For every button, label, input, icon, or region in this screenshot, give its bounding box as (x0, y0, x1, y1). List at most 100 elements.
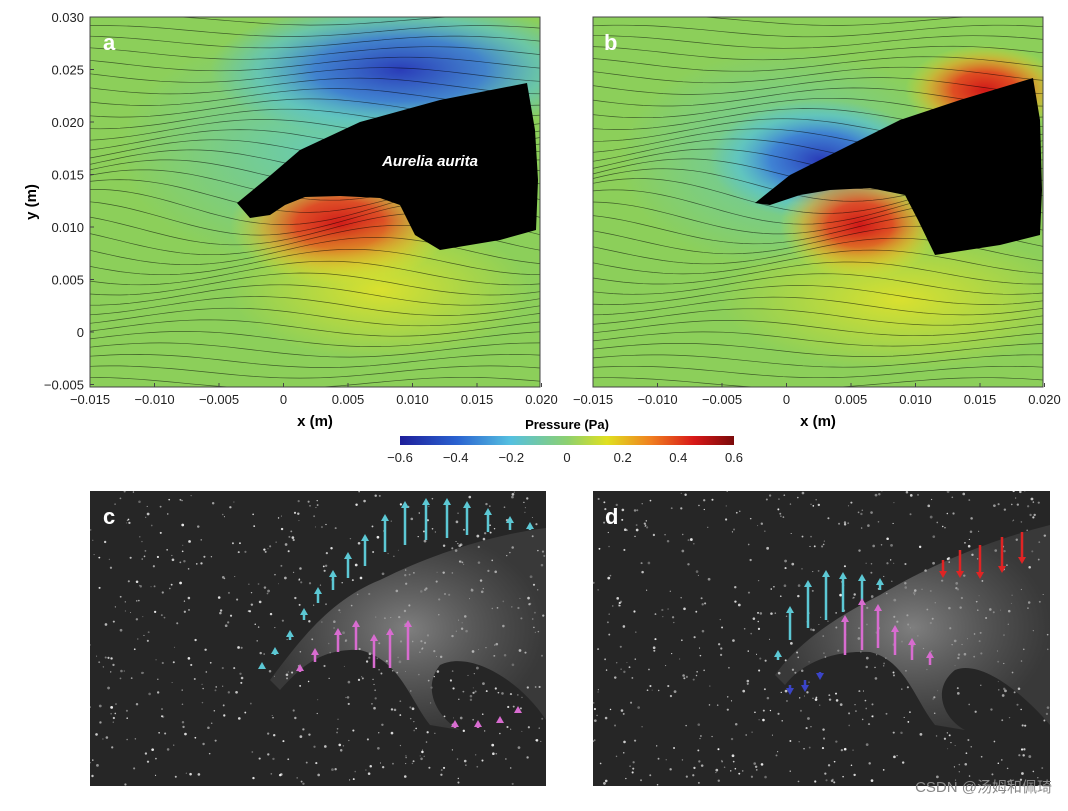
particle (458, 698, 460, 701)
particle (128, 521, 131, 525)
particle (511, 492, 515, 496)
particle (493, 527, 496, 530)
particle (698, 760, 701, 763)
particle (932, 535, 936, 538)
particle (854, 704, 856, 706)
particle (374, 697, 377, 700)
particle (780, 691, 782, 694)
particle (485, 502, 488, 506)
particle (379, 762, 381, 764)
particle (512, 705, 515, 708)
particle (1013, 519, 1015, 521)
particle (143, 634, 145, 636)
particle (750, 632, 753, 635)
particle (947, 557, 951, 560)
particle (858, 690, 861, 693)
particle (680, 596, 682, 599)
particle (1030, 497, 1034, 501)
particle (651, 689, 653, 691)
particle (909, 711, 911, 713)
particle (319, 584, 322, 586)
particle (183, 610, 186, 613)
particle (250, 591, 253, 594)
particle (1009, 779, 1012, 782)
particle (673, 621, 675, 624)
arrow-head (874, 604, 882, 611)
particle (737, 603, 741, 607)
particle (174, 775, 177, 778)
particle (770, 588, 773, 590)
streamline (593, 320, 1043, 337)
particle (964, 762, 968, 766)
particle (797, 496, 799, 499)
y-axis-label: y (m) (23, 184, 40, 220)
particle (605, 669, 608, 671)
particle (620, 668, 622, 670)
particle (240, 646, 243, 649)
photo-c (90, 491, 546, 786)
particle (181, 499, 183, 502)
particle (637, 706, 641, 709)
particle (777, 712, 780, 715)
particle (843, 747, 847, 751)
particle (730, 770, 732, 772)
particle (455, 520, 459, 524)
particle (239, 542, 241, 545)
particle (608, 633, 611, 636)
particle (801, 568, 803, 570)
particle (685, 724, 687, 727)
arrow-head (334, 628, 342, 635)
particle (302, 728, 305, 731)
particle (766, 696, 770, 700)
particle (765, 498, 768, 501)
particle (606, 621, 609, 624)
particle (823, 737, 826, 740)
particle (99, 721, 102, 724)
particle (604, 779, 608, 783)
particle (316, 500, 318, 502)
particle (489, 531, 492, 534)
particle (609, 708, 612, 711)
particle (387, 552, 389, 555)
particle (956, 692, 960, 695)
particle (947, 748, 949, 750)
particle (114, 712, 117, 715)
particle (707, 577, 711, 581)
colorbar-tick-label: 0.4 (669, 450, 687, 465)
particle (665, 665, 667, 667)
particle (227, 621, 230, 624)
particle (413, 721, 415, 723)
arrow-head (822, 570, 830, 577)
x-tick-label: 0.015 (964, 392, 997, 407)
particle (195, 563, 198, 565)
particle (313, 745, 316, 748)
particle (462, 729, 465, 733)
particle (258, 600, 262, 604)
particle (864, 699, 867, 702)
particle (633, 739, 637, 742)
particle (632, 761, 635, 764)
particle (159, 505, 162, 508)
particle (221, 666, 224, 670)
particle (890, 543, 893, 547)
particle (207, 726, 210, 730)
particle (134, 738, 137, 740)
particle (337, 718, 339, 720)
particle (194, 736, 197, 739)
streamline (593, 377, 1043, 387)
particle (974, 710, 977, 713)
arrow-head (786, 606, 794, 613)
particle (123, 670, 126, 672)
particle (284, 576, 287, 580)
particle (1027, 505, 1030, 508)
particle (838, 522, 841, 525)
particle (217, 596, 221, 599)
arrow-head (271, 647, 279, 654)
particle (1007, 780, 1010, 783)
particle (369, 765, 372, 768)
particle (768, 494, 772, 497)
particle (112, 620, 115, 623)
particle (390, 520, 392, 522)
particle (511, 782, 514, 785)
particle (622, 625, 626, 628)
